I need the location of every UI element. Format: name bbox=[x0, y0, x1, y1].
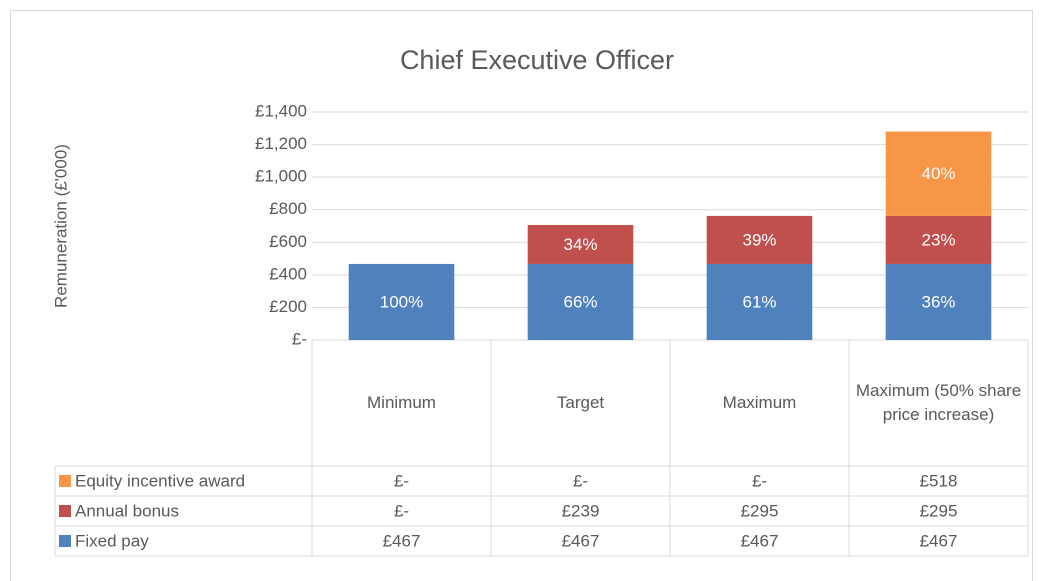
y-tick-label: £- bbox=[292, 329, 307, 348]
category-cell: Maximum (50% share price increase) bbox=[855, 381, 1022, 424]
chart-border bbox=[10, 10, 1033, 581]
data-label: 100% bbox=[380, 292, 423, 311]
table-value: £467 bbox=[920, 531, 958, 550]
chart-title: Chief Executive Officer bbox=[400, 45, 674, 75]
bar-segment bbox=[885, 131, 992, 216]
legend-label: Fixed pay bbox=[75, 531, 149, 550]
table-value: £295 bbox=[920, 501, 958, 520]
y-tick-label: £1,400 bbox=[255, 101, 307, 120]
legend-swatch bbox=[59, 535, 71, 547]
table-value: £239 bbox=[562, 501, 600, 520]
bar-segment bbox=[885, 263, 992, 340]
y-tick-label: £1,000 bbox=[255, 167, 307, 186]
data-label: 36% bbox=[921, 292, 955, 311]
legend-label: Equity incentive award bbox=[75, 471, 245, 490]
table-value: £467 bbox=[741, 531, 779, 550]
y-tick-label: £1,200 bbox=[255, 134, 307, 153]
x-tick-label: Maximum bbox=[722, 393, 797, 412]
data-label: 34% bbox=[563, 235, 597, 254]
legend-swatch bbox=[59, 505, 71, 517]
bar-segment bbox=[527, 225, 634, 264]
x-tick-label: Target bbox=[556, 393, 605, 412]
table-value: £467 bbox=[562, 531, 600, 550]
table-value: £467 bbox=[383, 531, 421, 550]
table-value: £- bbox=[573, 471, 588, 490]
y-tick-label: £200 bbox=[269, 297, 307, 316]
table-value: £- bbox=[394, 501, 409, 520]
bar-segment bbox=[706, 215, 813, 264]
bar-segment bbox=[527, 263, 634, 340]
data-label: 61% bbox=[742, 292, 776, 311]
y-tick-label: £600 bbox=[269, 232, 307, 251]
bar-segment bbox=[348, 263, 455, 340]
x-tick-label: Minimum bbox=[367, 393, 436, 412]
table-value: £295 bbox=[741, 501, 779, 520]
table-value: £- bbox=[752, 471, 767, 490]
data-label: 39% bbox=[742, 230, 776, 249]
y-axis-label: Remuneration (£'000) bbox=[51, 144, 70, 308]
legend-swatch bbox=[59, 475, 71, 487]
x-tick-label: Maximum (50% share price increase) bbox=[855, 381, 1022, 424]
category-cell: Minimum bbox=[367, 393, 436, 412]
bar-segment bbox=[706, 263, 813, 340]
data-label: 66% bbox=[563, 292, 597, 311]
bar-segment bbox=[885, 215, 992, 264]
y-tick-label: £400 bbox=[269, 264, 307, 283]
data-label: 40% bbox=[921, 164, 955, 183]
category-cell: Target bbox=[556, 393, 605, 412]
table-value: £518 bbox=[920, 471, 958, 490]
data-label: 23% bbox=[921, 230, 955, 249]
legend-label: Annual bonus bbox=[75, 501, 179, 520]
table-value: £- bbox=[394, 471, 409, 490]
y-tick-label: £800 bbox=[269, 199, 307, 218]
category-cell: Maximum bbox=[722, 393, 797, 412]
